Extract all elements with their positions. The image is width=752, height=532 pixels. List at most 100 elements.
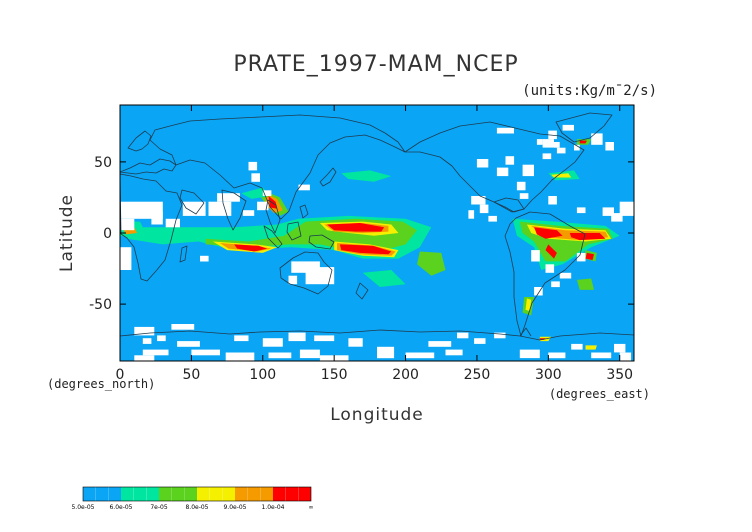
missing-cell-20 <box>479 204 489 214</box>
coast-scandinavia <box>127 130 152 152</box>
coast-australia <box>279 251 333 295</box>
missing-cell-67 <box>134 355 155 361</box>
missing-cell-51 <box>157 335 166 342</box>
precip-region-19 <box>545 244 557 259</box>
missing-cell-37 <box>551 281 560 288</box>
y-axis-title: Latitude <box>57 194 77 272</box>
missing-cell-57 <box>288 332 306 342</box>
missing-cell-14 <box>298 184 310 191</box>
missing-cell-78 <box>428 341 452 347</box>
missing-cell-32 <box>611 213 623 222</box>
coast-india <box>221 189 247 231</box>
missing-cell-7 <box>217 193 240 202</box>
colorbar-label-1: 6.0e-05 <box>109 504 132 511</box>
missing-cell-74 <box>571 343 583 350</box>
missing-cell-39 <box>542 139 554 148</box>
precip-region-15 <box>339 244 392 255</box>
precip-region-14 <box>327 223 385 232</box>
coast-north-america <box>404 121 585 213</box>
missing-cell-8 <box>242 210 255 216</box>
missing-cell-9 <box>257 201 269 211</box>
coast-africa <box>120 173 183 282</box>
missing-cell-33 <box>619 201 634 216</box>
missing-cell-66 <box>191 349 220 356</box>
missing-cell-2 <box>120 247 132 270</box>
missing-cell-3 <box>151 211 163 225</box>
y-tick-label-0: 0 <box>103 226 112 242</box>
missing-cell-29 <box>548 196 557 205</box>
missing-cell-54 <box>177 341 200 347</box>
coast-south-america <box>504 211 586 337</box>
missing-cell-41 <box>554 142 560 148</box>
units-label: (units:Kg/m¯2/s) <box>522 83 657 99</box>
coast-nz <box>355 282 369 300</box>
missing-cell-45 <box>536 139 543 145</box>
y-tick-label--50: -50 <box>89 297 112 313</box>
missing-data-cells <box>120 124 634 361</box>
missing-cell-68 <box>225 352 255 361</box>
missing-cell-77 <box>619 352 632 361</box>
missing-cell-79 <box>457 332 469 339</box>
colorbar-label-0: 5.0e-05 <box>71 504 94 511</box>
coast-greenland <box>555 112 613 143</box>
missing-cell-13 <box>200 255 209 262</box>
coast-antarctica <box>120 329 634 341</box>
precip-region-34 <box>525 298 532 312</box>
missing-cell-25 <box>519 193 529 199</box>
missing-cell-31 <box>602 207 614 216</box>
missing-cell-63 <box>474 338 486 344</box>
precip-region-39 <box>585 345 597 350</box>
coast-philippines <box>299 204 309 219</box>
coast-arabia <box>179 189 205 215</box>
missing-cell-19 <box>471 196 486 205</box>
missing-cell-65 <box>142 349 169 356</box>
missing-cell-70 <box>299 349 320 359</box>
missing-cell-69 <box>268 352 292 359</box>
coast-indochina <box>265 199 281 234</box>
colorbar-swatch-2 <box>159 487 197 501</box>
colorbar-label-4: 9.0e-05 <box>223 504 246 511</box>
missing-cell-50 <box>134 326 155 336</box>
colorbar-label-3: 8.0e-05 <box>185 504 208 511</box>
missing-cell-58 <box>314 335 335 342</box>
precip-region-16 <box>234 244 268 252</box>
colorbar-label-5: 1.0e-04 <box>261 504 284 511</box>
coast-newguinea <box>308 234 335 250</box>
missing-cell-4 <box>165 218 180 228</box>
missing-cell-36 <box>559 272 572 279</box>
missing-cell-22 <box>468 210 475 219</box>
missing-cell-26 <box>522 164 534 177</box>
precip-region-22 <box>268 196 278 209</box>
coast-gulf <box>493 197 525 213</box>
coast-japan <box>319 167 337 187</box>
missing-cell-59 <box>348 338 363 347</box>
x-axis-title: Longitude <box>330 405 424 425</box>
x-tick-label-150: 150 <box>321 367 348 383</box>
missing-cell-5 <box>182 201 206 216</box>
missing-cell-24 <box>516 181 526 191</box>
missing-cell-61 <box>405 352 435 359</box>
x-tick-label-250: 250 <box>464 367 491 383</box>
missing-cell-62 <box>445 349 463 356</box>
coast-sumatra <box>263 225 283 249</box>
colorbar: 5.0e-05 6.0e-05 7e-05 8.0e-05 9.0e-05 1.0e-04… <box>71 486 314 511</box>
missing-cell-55 <box>234 335 249 342</box>
missing-cell-12 <box>251 173 260 182</box>
missing-cell-18 <box>576 252 586 262</box>
missing-cell-53 <box>142 338 152 344</box>
missing-cell-30 <box>576 207 586 214</box>
missing-cell-52 <box>171 324 195 330</box>
missing-cell-10 <box>262 190 272 196</box>
missing-cell-60 <box>377 346 395 359</box>
missing-cell-16 <box>305 267 335 285</box>
x-tick-label-350: 350 <box>606 367 633 383</box>
missing-cell-73 <box>548 352 566 359</box>
x-sublabel: (degrees_east) <box>549 387 650 401</box>
coast-asia <box>149 114 406 220</box>
missing-cell-1 <box>120 218 135 231</box>
y-axis-ticks: 50 0 -50 <box>89 155 634 313</box>
missing-cell-11 <box>248 161 258 171</box>
missing-cell-48 <box>591 133 603 145</box>
precip-fields <box>120 139 634 350</box>
